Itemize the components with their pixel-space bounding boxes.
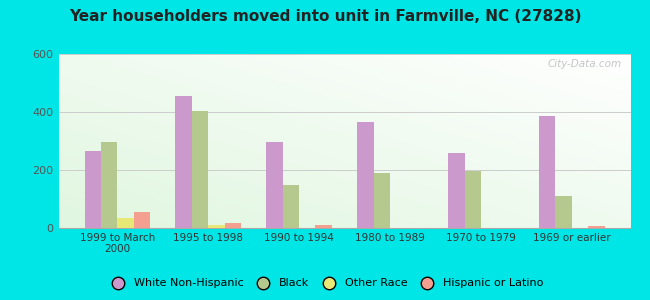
Bar bbox=[465, 171, 481, 228]
Bar bbox=[358, 122, 374, 228]
Bar bbox=[448, 153, 465, 228]
Bar bbox=[192, 111, 208, 228]
Bar bbox=[588, 226, 604, 228]
Text: Year householders moved into unit in Farmville, NC (27828): Year householders moved into unit in Far… bbox=[69, 9, 581, 24]
Bar bbox=[224, 223, 241, 228]
Bar bbox=[176, 96, 192, 228]
Bar bbox=[374, 173, 390, 228]
Bar bbox=[539, 116, 555, 228]
Text: City-Data.com: City-Data.com bbox=[548, 59, 622, 69]
Bar bbox=[134, 212, 150, 228]
Bar bbox=[315, 224, 332, 228]
Legend: White Non-Hispanic, Black, Other Race, Hispanic or Latino: White Non-Hispanic, Black, Other Race, H… bbox=[103, 274, 547, 293]
Bar bbox=[208, 225, 224, 228]
Bar bbox=[266, 142, 283, 228]
Bar bbox=[117, 218, 134, 228]
Bar bbox=[283, 184, 299, 228]
Bar bbox=[555, 196, 572, 228]
Bar bbox=[101, 142, 117, 228]
Bar bbox=[84, 151, 101, 228]
